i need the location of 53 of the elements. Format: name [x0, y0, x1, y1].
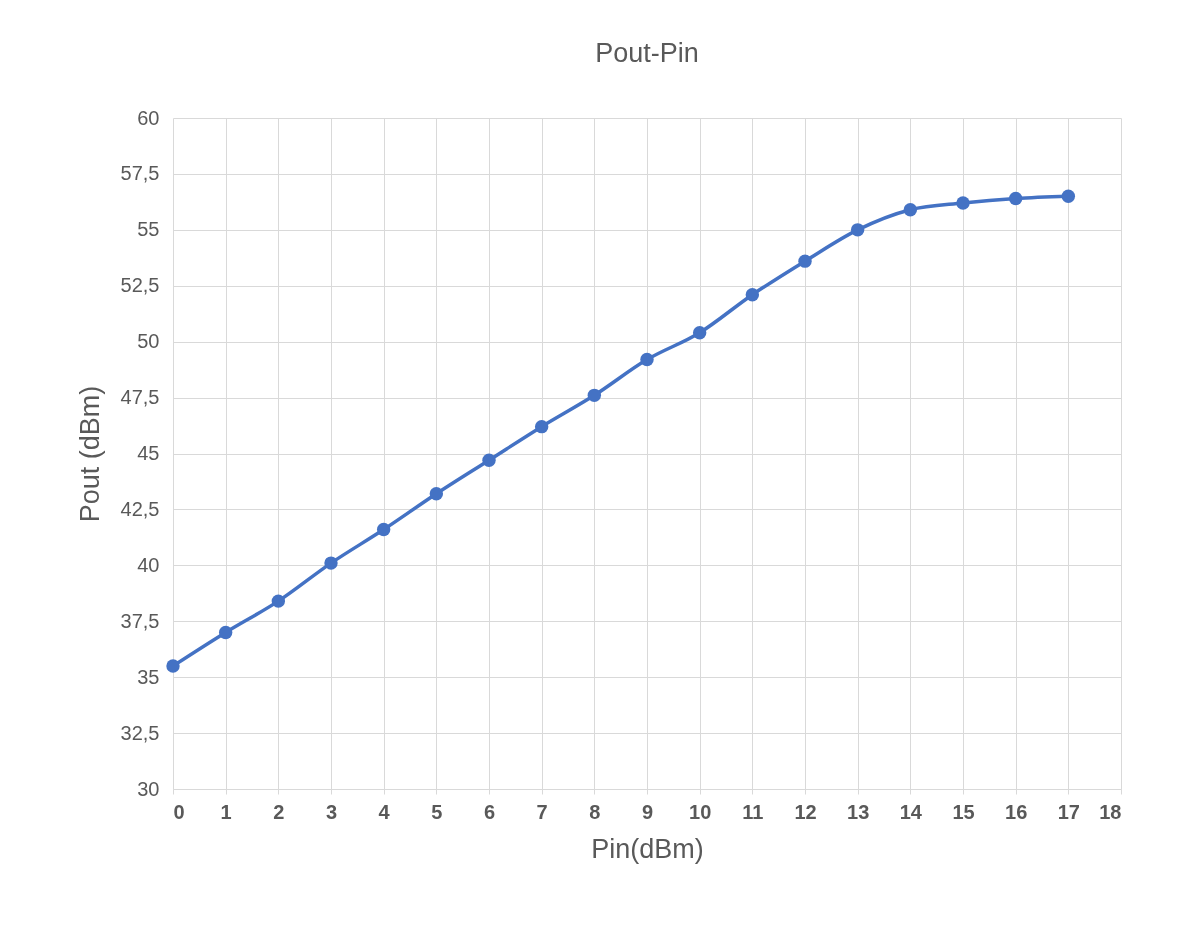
- y-tick-label: 55: [137, 218, 160, 241]
- point: [692, 326, 707, 340]
- x-tick-label: 3: [325, 800, 338, 823]
- y-tick-label: 35: [137, 665, 160, 688]
- x-tick-label: 13: [847, 800, 870, 823]
- point: [640, 352, 654, 367]
- point: [482, 453, 496, 467]
- point: [956, 196, 970, 210]
- x-tick-label: 15: [952, 800, 975, 823]
- x-tick-label: 18: [1099, 800, 1122, 823]
- point: [587, 388, 602, 403]
- x-tick-label: 4: [378, 800, 391, 823]
- y-tick-label: 45: [137, 442, 160, 464]
- point: [745, 288, 760, 302]
- y-tick-label: 30: [137, 777, 160, 800]
- x-tick-label: 7: [536, 800, 548, 823]
- y-tick-label: 47,5: [120, 386, 160, 409]
- point: [534, 419, 549, 434]
- x-tick-label: 0: [173, 800, 185, 823]
- point: [166, 659, 180, 673]
- point: [324, 556, 338, 570]
- x-tick-label: 6: [483, 800, 496, 823]
- point: [1008, 191, 1023, 206]
- point: [1061, 189, 1076, 203]
- y-tick-label: 32,5: [120, 721, 160, 744]
- x-axis-title: Pin(dBm): [591, 833, 704, 864]
- x-tick-label: 14: [899, 800, 923, 823]
- x-tick-label: 8: [589, 800, 601, 823]
- x-tick-label: 2: [273, 800, 285, 823]
- y-tick-label: 40: [137, 553, 160, 576]
- y-tick-label: 37,5: [120, 609, 160, 632]
- x-tick-label: 5: [431, 800, 443, 823]
- point: [271, 594, 286, 608]
- y-tick-label: 52,5: [120, 274, 160, 297]
- point: [850, 223, 865, 237]
- y-tick-label: 60: [137, 106, 160, 129]
- x-tick-label: 17: [1057, 800, 1080, 823]
- y-tick-label: 57,5: [120, 162, 160, 185]
- point: [903, 203, 918, 217]
- chart-title: Pout-Pin: [595, 38, 699, 68]
- y-axis-title: Pout (dBm): [74, 385, 105, 523]
- x-tick-label: 10: [689, 800, 712, 823]
- x-tick-label: 9: [641, 800, 654, 823]
- y-tick-label: 50: [137, 330, 160, 353]
- y-tick-label: 42,5: [120, 497, 160, 520]
- x-tick-label: 16: [1005, 800, 1028, 823]
- point: [798, 254, 812, 268]
- point: [218, 625, 233, 640]
- point: [429, 487, 444, 501]
- x-tick-label: 1: [220, 800, 232, 823]
- x-tick-label: 11: [742, 800, 764, 823]
- point: [376, 522, 391, 537]
- x-tick-label: 12: [794, 800, 817, 823]
